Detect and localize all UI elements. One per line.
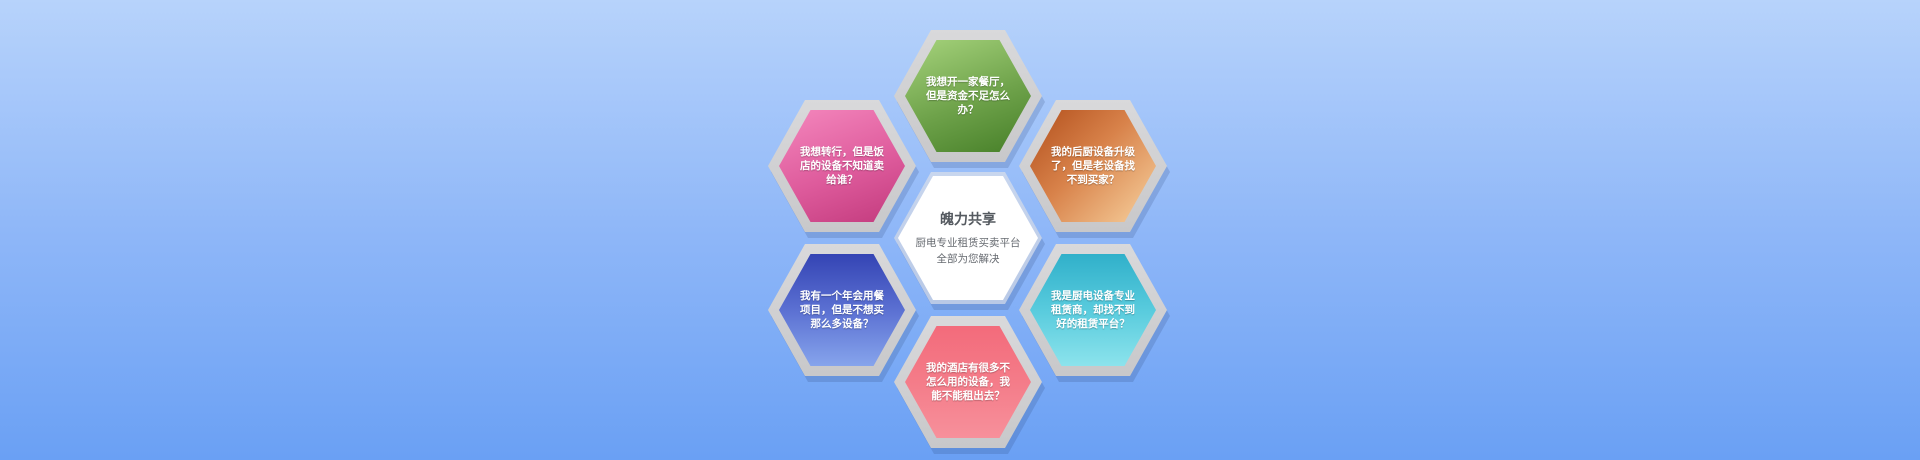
center-subtitle-line-2: 全部为您解决 [936,253,1000,265]
hexagon-lower-left-text: 我有一个年会用餐项目，但是不想买那么多设备？ [800,290,884,330]
hexagon-top-text: 我想开一家餐厅，但是资金不足怎么办？ [926,76,1010,116]
center-title: 魄力共享 [940,212,996,228]
hexagon-upper-right-text: 我的后厨设备升级了，但是老设备找不到买家？ [1051,146,1135,186]
hexagon-lower-left: 我有一个年会用餐项目，但是不想买那么多设备？ [768,244,919,382]
center-subtitle-line-1: 厨电专业租赁买卖平台 [915,237,1021,249]
hexagon-bottom-text: 我的酒店有很多不怎么用的设备，我能不能租出去？ [926,362,1010,402]
hexagon-top-fill: 我想开一家餐厅，但是资金不足怎么办？ [905,40,1031,152]
hexagon-upper-left-text: 我想转行，但是饭店的设备不知道卖给谁？ [800,146,884,186]
hexagon-upper-right: 我的后厨设备升级了，但是老设备找不到买家？ [1019,100,1170,238]
hexagon-upper-right-fill: 我的后厨设备升级了，但是老设备找不到买家？ [1030,110,1156,222]
hexagon-center: 魄力共享 厨电专业租赁买卖平台 全部为您解决 [894,172,1045,310]
hexagon-upper-left: 我想转行，但是饭店的设备不知道卖给谁？ [768,100,919,238]
hexagon-lower-right-text: 我是厨电设备专业租赁商，却找不到好的租赁平台？ [1051,290,1135,330]
hexagon-lower-right: 我是厨电设备专业租赁商，却找不到好的租赁平台？ [1019,244,1170,382]
hexagon-top: 我想开一家餐厅，但是资金不足怎么办？ [894,30,1045,168]
hexagon-upper-left-fill: 我想转行，但是饭店的设备不知道卖给谁？ [779,110,905,222]
hexagon-bottom: 我的酒店有很多不怎么用的设备，我能不能租出去？ [894,316,1045,454]
